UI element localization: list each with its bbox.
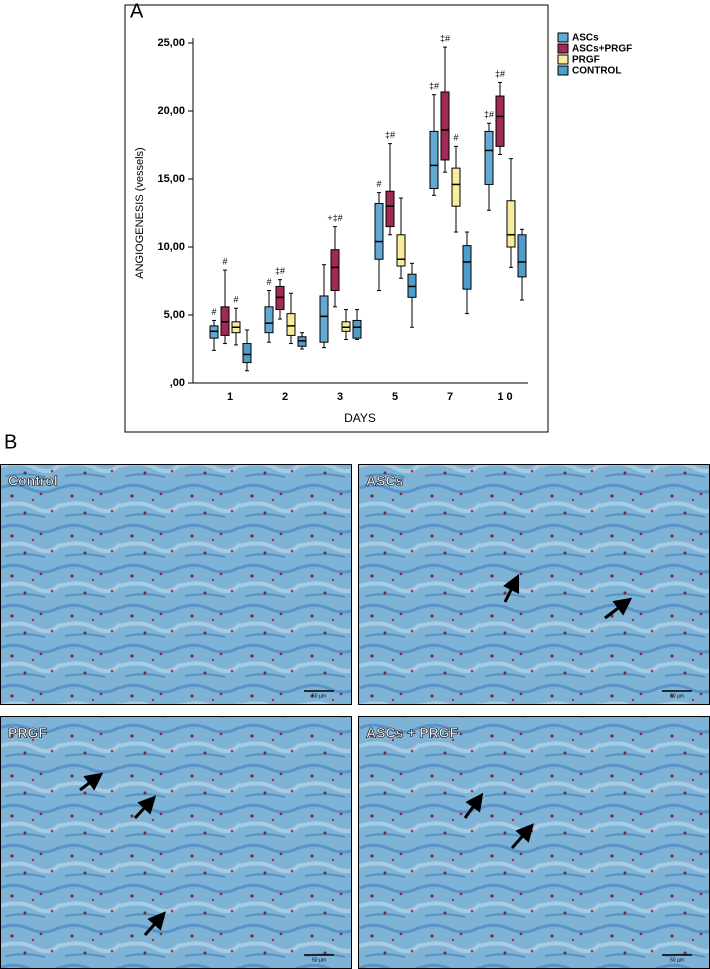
y-tick-label: 15,00	[157, 173, 185, 185]
arrow	[143, 911, 166, 936]
arrow	[79, 772, 104, 792]
panel-title: Control	[8, 473, 58, 489]
arrow	[133, 795, 157, 820]
legend-label: CONTROL	[572, 66, 621, 77]
box	[451, 167, 461, 207]
legend-swatch	[557, 54, 569, 65]
annotation: #	[376, 179, 381, 189]
legend-swatch	[557, 32, 569, 43]
annotation: ‡#	[429, 81, 439, 91]
box	[242, 343, 252, 364]
x-axis-label: DAYS	[344, 411, 376, 425]
annotation: ‡#	[275, 266, 285, 276]
box	[440, 91, 450, 161]
annotation: #	[453, 133, 458, 143]
micrograph	[0, 464, 352, 705]
arrow	[604, 597, 633, 620]
panel-label: A	[130, 0, 144, 22]
box	[396, 234, 406, 267]
legend-label: ASCs+PRGF	[572, 44, 632, 55]
panel-title: ASCs	[366, 473, 404, 489]
scale-label: 50 µm	[670, 957, 684, 963]
box	[429, 130, 439, 190]
annotation: ‡#	[495, 69, 505, 79]
panel-label: B	[4, 431, 17, 453]
box	[495, 95, 505, 147]
y-axis-label: ANGIOGENESIS (vessels)	[134, 147, 146, 278]
legend-label: ASCs	[572, 33, 599, 44]
arrows	[79, 573, 633, 936]
arrow	[510, 823, 534, 849]
x-tick-label: 1	[227, 391, 233, 403]
box	[330, 249, 340, 292]
box	[286, 313, 296, 336]
histology-panels: Control 50 µm ASCs 50 µm PRGF 50 µm ASCs + PRG…	[0, 464, 710, 969]
x-tick-label: 5	[392, 391, 398, 403]
box	[462, 245, 472, 290]
y-tick-label: ,00	[170, 377, 185, 389]
scale-label: 50 µm	[312, 957, 326, 963]
box	[319, 295, 329, 343]
box	[506, 200, 516, 248]
annotation: +‡#	[327, 213, 342, 223]
annotation: #	[211, 307, 216, 317]
x-tick-label: 1 0	[497, 391, 512, 403]
panel-title: ASCs + PRGF	[366, 725, 459, 741]
y-tick-label: 10,00	[157, 241, 185, 253]
annotation: ‡#	[484, 110, 494, 120]
y-tick-label: 25,00	[157, 37, 185, 49]
plot: ,00 5,00 10,00 15,00 20,00 25,00 1 2 3 5 7 1 0 # # # ‡#…	[157, 33, 528, 403]
box	[385, 190, 395, 228]
micrograph	[0, 716, 352, 969]
x-tick-label: 3	[337, 391, 343, 403]
annotation: ‡#	[440, 33, 450, 43]
box	[264, 306, 274, 334]
box	[517, 234, 527, 278]
box	[374, 202, 384, 260]
legend-swatch	[557, 65, 569, 76]
scale-label: 50 µm	[312, 693, 326, 699]
y-tick-label: 20,00	[157, 105, 185, 117]
arrow	[463, 792, 484, 819]
annotation: #	[266, 277, 271, 287]
panel-title: PRGF	[8, 725, 47, 741]
box	[484, 130, 494, 185]
annotation: #	[222, 256, 227, 266]
box	[352, 319, 362, 339]
micrograph	[358, 716, 710, 969]
x-tick-label: 2	[282, 391, 288, 403]
chart-frame	[124, 4, 549, 433]
x-tick-label: 7	[447, 391, 453, 403]
legend-swatch	[557, 43, 569, 54]
legend-label: PRGF	[572, 55, 600, 66]
arrow	[502, 573, 520, 603]
scale-label: 50 µm	[670, 693, 684, 699]
y-tick-label: 5,00	[164, 309, 185, 321]
micrograph	[358, 464, 710, 705]
annotation: #	[233, 295, 238, 305]
annotation: ‡#	[385, 130, 395, 140]
